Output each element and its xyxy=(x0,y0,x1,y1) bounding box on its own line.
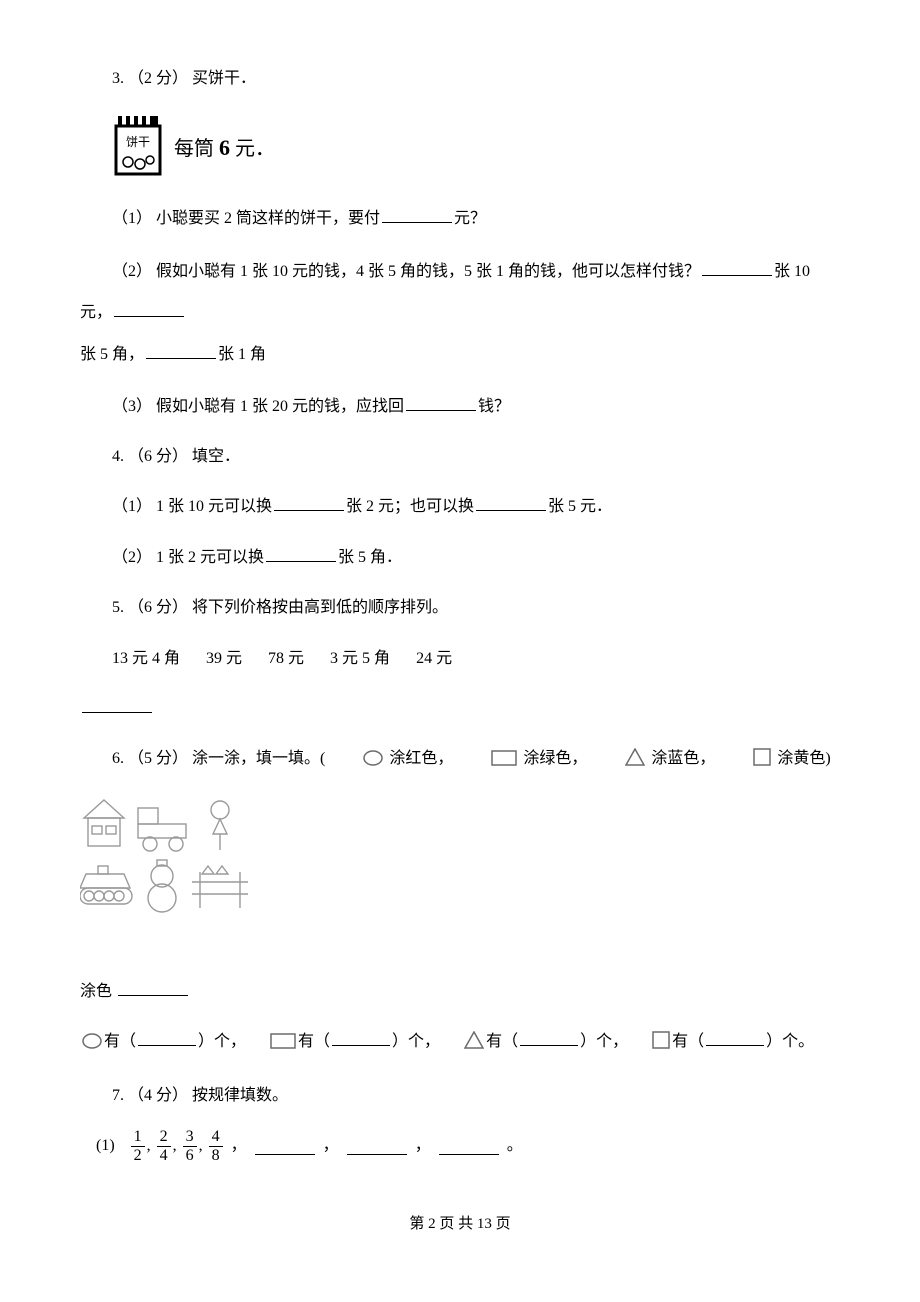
q6-header-a: 6. （5 分） 涂一涂，填一填。( xyxy=(112,750,325,767)
q4-sub2-a: （2） 1 张 2 元可以换 xyxy=(112,549,264,566)
blank[interactable] xyxy=(382,206,452,224)
blank[interactable] xyxy=(274,494,344,512)
footer-total: 13 xyxy=(477,1216,492,1232)
blank[interactable] xyxy=(138,1029,196,1047)
q4-sub2: （2） 1 张 2 元可以换 张 5 角． xyxy=(80,539,840,577)
q4-sub1-c: 张 5 元． xyxy=(548,498,612,515)
q3-sub1-a: （1） 小聪要买 2 筒这样的饼干，要付 xyxy=(112,210,380,227)
q5-header: 5. （6 分） 将下列价格按由高到低的顺序排列。 xyxy=(80,589,840,627)
cookie-can-icon: 饼干 xyxy=(112,114,164,178)
rect-icon xyxy=(459,743,517,781)
triangle-icon xyxy=(593,743,645,781)
fraction: 48 xyxy=(209,1128,223,1164)
q5-item: 13 元 4 角 xyxy=(112,650,180,667)
footer-b: 页 共 xyxy=(436,1216,477,1232)
q3-sub2-c: 张 5 角， xyxy=(80,346,144,363)
footer-a: 第 xyxy=(409,1216,428,1232)
q3-header: 3. （2 分） 买饼干． xyxy=(80,60,840,98)
blank[interactable] xyxy=(702,258,772,276)
q5-item: 3 元 5 角 xyxy=(330,650,390,667)
blank[interactable] xyxy=(439,1138,499,1156)
q6-counts: 有（ ）个， 有（ ）个， 有（ ）个， 有（ ）个。 xyxy=(80,1023,840,1064)
count-a: 有（ xyxy=(104,1033,136,1050)
q6-tucolor: 涂色 xyxy=(80,973,840,1011)
q4-header: 4. （6 分） 填空． xyxy=(80,438,840,476)
q5-answer-line xyxy=(80,690,840,728)
blank[interactable] xyxy=(332,1029,390,1047)
q4-sub1-b: 张 2 元；也可以换 xyxy=(346,498,474,515)
q3-sub3-a: （3） 假如小聪有 1 张 20 元的钱，应找回 xyxy=(112,398,404,415)
count-a: 有（ xyxy=(298,1033,330,1050)
q3-sub2-d: 张 1 角 xyxy=(218,346,266,363)
count-b: ）个， xyxy=(392,1033,440,1050)
circle-icon xyxy=(82,1026,102,1064)
q5-item: 39 元 xyxy=(206,650,242,667)
fraction: 36 xyxy=(183,1128,197,1164)
q6-rect-label: 涂绿色， xyxy=(519,750,587,767)
blank[interactable] xyxy=(406,393,476,411)
sep: ， xyxy=(323,1127,339,1165)
count-b-last: ）个。 xyxy=(766,1033,814,1050)
price-number: 6 xyxy=(219,135,230,160)
count-a: 有（ xyxy=(486,1033,518,1050)
q5-items: 13 元 4 角 39 元 78 元 3 元 5 角 24 元 xyxy=(80,640,840,678)
q6-circle-label: 涂红色， xyxy=(385,750,453,767)
q3-sub1-b: 元？ xyxy=(454,210,486,227)
q5-item: 78 元 xyxy=(268,650,304,667)
q3-price-label: 每筒 6 元． xyxy=(174,122,275,179)
q3-cookie-row: 饼干 每筒 6 元． xyxy=(112,114,840,178)
blank[interactable] xyxy=(520,1029,578,1047)
q3-sub2: （2） 假如小聪有 1 张 10 元的钱，4 张 5 角的钱，5 张 1 角的钱… xyxy=(80,251,840,376)
blank[interactable] xyxy=(255,1138,315,1156)
price-suffix: 元． xyxy=(230,138,275,160)
triangle-icon xyxy=(464,1026,484,1064)
square-icon xyxy=(652,1026,670,1064)
q3-sub1: （1） 小聪要买 2 筒这样的饼干，要付 元？ xyxy=(80,200,840,238)
square-icon xyxy=(721,743,771,781)
q3-sub3: （3） 假如小聪有 1 张 20 元的钱，应找回 钱？ xyxy=(80,388,840,426)
fraction: 12 xyxy=(131,1128,145,1164)
q3-sub3-b: 钱？ xyxy=(478,398,510,415)
price-prefix: 每筒 xyxy=(174,138,219,160)
blank[interactable] xyxy=(266,544,336,562)
blank[interactable] xyxy=(118,978,188,996)
footer-c: 页 xyxy=(492,1216,511,1232)
svg-text:饼干: 饼干 xyxy=(126,135,150,149)
q7-sub1: (1) 12, 24, 36, 48 ， ， ， 。 xyxy=(96,1127,840,1165)
blank[interactable] xyxy=(82,695,152,713)
q6-header: 6. （5 分） 涂一涂，填一填。( 涂红色， 涂绿色， 涂蓝色， 涂黄色) xyxy=(80,740,840,781)
q4-sub1-a: （1） 1 张 10 元可以换 xyxy=(112,498,272,515)
count-a: 有（ xyxy=(672,1033,704,1050)
sep: ， xyxy=(415,1127,431,1165)
q3-sub2-a: （2） 假如小聪有 1 张 10 元的钱，4 张 5 角的钱，5 张 1 角的钱… xyxy=(112,263,700,280)
blank[interactable] xyxy=(706,1029,764,1047)
q4-sub1: （1） 1 张 10 元可以换 张 2 元；也可以换 张 5 元． xyxy=(80,488,840,526)
q6-square-label: 涂黄色) xyxy=(773,750,830,767)
q6-tucolor-label: 涂色 xyxy=(80,983,116,1000)
q7-header: 7. （4 分） 按规律填数。 xyxy=(80,1077,840,1115)
blank[interactable] xyxy=(114,300,184,318)
q7-tail: ， xyxy=(231,1127,247,1165)
blank[interactable] xyxy=(146,341,216,359)
end: 。 xyxy=(507,1127,523,1165)
rect-icon xyxy=(270,1026,296,1064)
q6-tri-label: 涂蓝色， xyxy=(647,750,715,767)
count-b: ）个， xyxy=(198,1033,246,1050)
blank[interactable] xyxy=(476,494,546,512)
q5-item: 24 元 xyxy=(416,650,452,667)
circle-icon xyxy=(331,743,383,781)
q4-sub2-b: 张 5 角． xyxy=(338,549,402,566)
footer-page: 2 xyxy=(428,1216,436,1232)
fraction: 24 xyxy=(157,1128,171,1164)
count-b: ）个， xyxy=(580,1033,628,1050)
page-footer: 第 2 页 共 13 页 xyxy=(80,1206,840,1242)
q7-sub1-label: (1) xyxy=(96,1127,115,1165)
q6-figure xyxy=(80,796,840,951)
q7-fracs: 12, 24, 36, 48 xyxy=(129,1127,225,1165)
blank[interactable] xyxy=(347,1138,407,1156)
